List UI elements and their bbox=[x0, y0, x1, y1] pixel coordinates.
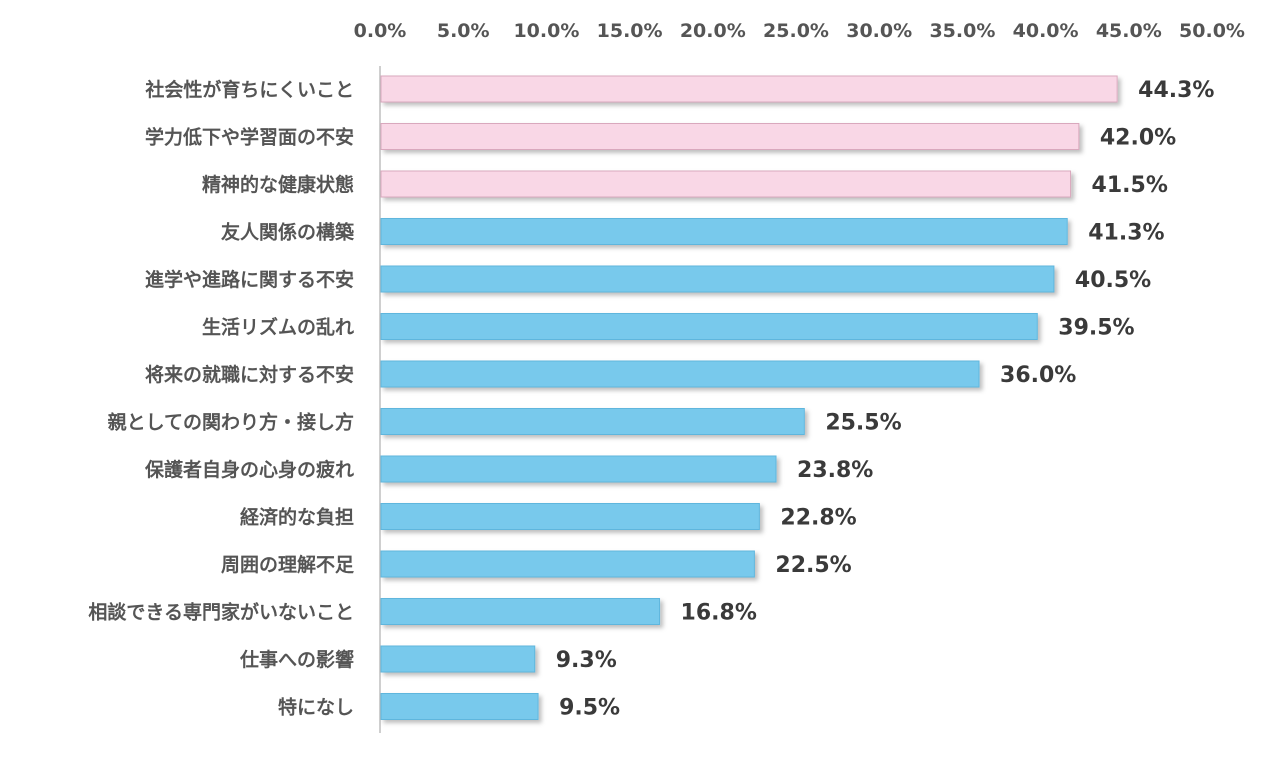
category-label: 生活リズムの乱れ bbox=[202, 316, 354, 339]
value-label: 9.3% bbox=[556, 648, 617, 673]
value-label: 36.0% bbox=[1000, 363, 1076, 388]
x-tick-label: 30.0% bbox=[846, 20, 912, 42]
x-tick-label: 40.0% bbox=[1013, 20, 1079, 42]
bar bbox=[380, 313, 1038, 340]
value-label: 25.5% bbox=[825, 411, 901, 436]
bar bbox=[380, 645, 536, 673]
x-tick-label: 35.0% bbox=[929, 20, 995, 42]
x-tick-label: 45.0% bbox=[1096, 20, 1162, 42]
bar bbox=[380, 550, 755, 578]
bars-group: 社会性が育ちにくいこと 44.3% 学力低下や学習面の不安 42.0% 精神的な健康状態… bbox=[88, 75, 1214, 721]
bar bbox=[380, 218, 1068, 245]
bar bbox=[380, 503, 760, 530]
bar bbox=[380, 123, 1080, 150]
value-label: 42.0% bbox=[1100, 126, 1176, 151]
category-label: 周囲の理解不足 bbox=[221, 553, 355, 576]
value-label: 41.5% bbox=[1092, 173, 1168, 198]
x-axis-ticks: 0.0% 5.0% 10.0% 15.0% 20.0% 25.0% 30.0% 35.0% 40… bbox=[354, 20, 1245, 42]
bar bbox=[380, 75, 1118, 103]
category-label: 経済的な負担 bbox=[240, 506, 354, 529]
bar bbox=[380, 360, 980, 388]
x-tick-label: 5.0% bbox=[437, 20, 490, 42]
x-tick-label: 20.0% bbox=[680, 20, 746, 42]
x-tick-label: 10.0% bbox=[513, 20, 579, 42]
bar bbox=[380, 265, 1055, 293]
value-label: 16.8% bbox=[681, 601, 757, 626]
value-label: 22.5% bbox=[775, 553, 851, 578]
bar bbox=[380, 693, 539, 720]
category-label: 将来の就職に対する不安 bbox=[145, 363, 354, 386]
category-label: 特になし bbox=[278, 697, 354, 719]
category-label: 学力低下や学習面の不安 bbox=[145, 126, 354, 149]
value-label: 23.8% bbox=[797, 458, 873, 483]
bar bbox=[380, 455, 777, 483]
value-label: 22.8% bbox=[780, 506, 856, 531]
x-tick-label: 50.0% bbox=[1179, 20, 1245, 42]
category-label: 保護者自身の心身の疲れ bbox=[144, 458, 354, 481]
value-label: 44.3% bbox=[1138, 78, 1214, 103]
bar bbox=[380, 170, 1072, 198]
category-label: 進学や進路に関する不安 bbox=[145, 268, 354, 291]
value-label: 41.3% bbox=[1088, 221, 1164, 246]
category-label: 仕事への影響 bbox=[239, 648, 354, 671]
value-label: 9.5% bbox=[559, 696, 620, 721]
x-tick-label: 15.0% bbox=[597, 20, 663, 42]
bar bbox=[380, 598, 661, 625]
category-label: 親としての関わり方・接し方 bbox=[108, 411, 354, 434]
category-label: 友人関係の構築 bbox=[221, 221, 355, 244]
bar bbox=[380, 408, 805, 435]
x-tick-label: 25.0% bbox=[763, 20, 829, 42]
x-tick-label: 0.0% bbox=[354, 20, 407, 42]
value-label: 39.5% bbox=[1058, 316, 1134, 341]
category-label: 精神的な健康状態 bbox=[202, 173, 354, 196]
value-label: 40.5% bbox=[1075, 268, 1151, 293]
category-label: 相談できる専門家がいないこと bbox=[88, 601, 354, 624]
category-label: 社会性が育ちにくいこと bbox=[144, 78, 354, 101]
